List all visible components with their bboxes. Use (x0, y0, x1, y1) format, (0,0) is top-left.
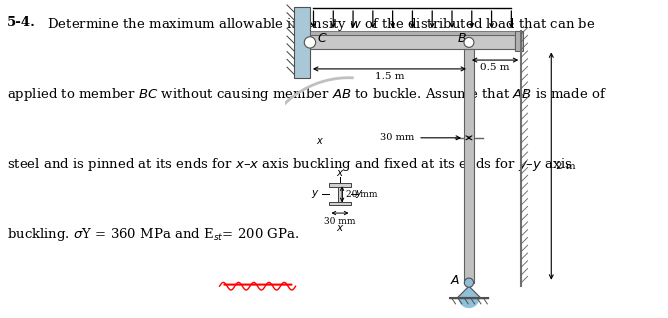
Bar (515, 31, 522, 51)
Text: $w$: $w$ (399, 0, 411, 3)
Text: buckling. $\sigma$Y = 360 MPa and E$_{\mathit{st}}$= 200 GPa.: buckling. $\sigma$Y = 360 MPa and E$_{\m… (7, 226, 299, 243)
Text: 30 mm: 30 mm (380, 133, 415, 142)
Bar (464, 50, 474, 283)
Bar (339, 187, 341, 202)
Text: $A$: $A$ (450, 274, 460, 287)
Text: $x$: $x$ (317, 136, 325, 146)
Text: $x$: $x$ (336, 223, 344, 233)
Bar (310, 31, 515, 35)
Text: $B$: $B$ (458, 32, 467, 45)
Wedge shape (458, 298, 480, 308)
Text: 30 mm: 30 mm (324, 217, 356, 225)
Bar (329, 202, 351, 205)
Text: 1.5 m: 1.5 m (375, 72, 404, 81)
Circle shape (305, 37, 315, 48)
Text: 5-4.: 5-4. (7, 16, 35, 29)
Text: 0.5 m: 0.5 m (480, 63, 510, 72)
Text: $y$: $y$ (311, 188, 319, 200)
Polygon shape (458, 286, 480, 298)
Text: applied to member $BC$ without causing member $AB$ to buckle. Assume that $AB$ i: applied to member $BC$ without causing m… (7, 86, 607, 103)
Circle shape (464, 278, 474, 287)
Text: steel and is pinned at its ends for $x$–$x$ axis buckling and fixed at its ends : steel and is pinned at its ends for $x$–… (7, 156, 572, 173)
Text: 20 mm: 20 mm (345, 190, 377, 199)
Text: Determine the maximum allowable intensity $w$ of the distributed load that can b: Determine the maximum allowable intensit… (43, 16, 596, 33)
Circle shape (464, 38, 474, 47)
Bar (310, 35, 515, 50)
Bar (329, 183, 351, 187)
Text: 2 m: 2 m (556, 162, 575, 170)
Text: $y$: $y$ (355, 188, 363, 200)
Text: $x$: $x$ (336, 169, 344, 178)
Text: $C$: $C$ (317, 32, 328, 45)
Bar (294, 7, 310, 78)
